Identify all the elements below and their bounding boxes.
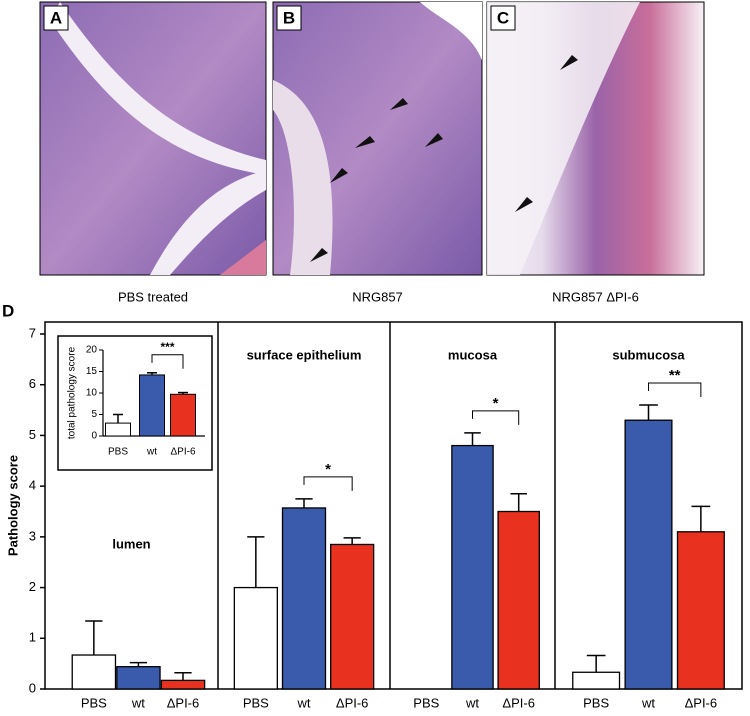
x-tick-label: wt: [297, 695, 311, 710]
panel-label-box: [43, 5, 69, 31]
bar: [139, 374, 165, 437]
bar: [170, 393, 196, 437]
bar: [572, 671, 621, 690]
y-tick-label: 3: [29, 528, 36, 543]
significance-bracket: [648, 382, 702, 397]
x-tick-label: wt: [641, 695, 655, 710]
x-tick-label: PBS: [583, 695, 609, 710]
y-tick-label: 5: [29, 427, 36, 442]
x-tick-label: PBS: [413, 695, 439, 710]
y-tick-label: 2: [29, 579, 36, 594]
y-tick-label: 4: [29, 478, 36, 493]
x-tick-label: ΔPI-6: [685, 695, 718, 710]
bar: [233, 586, 278, 690]
bar: [676, 531, 725, 690]
x-tick-label: wt: [465, 695, 479, 710]
y-tick-label: 0: [29, 680, 36, 695]
x-tick-label: PBS: [81, 695, 107, 710]
bar: [624, 419, 673, 690]
image-c: [486, 1, 705, 276]
y-axis-label: Pathology score: [5, 455, 20, 556]
x-tick-label: ΔPI-6: [167, 695, 200, 710]
x-tick-label: ΔPI-6: [502, 695, 535, 710]
caption: NRG857: [352, 289, 403, 304]
y-tick-label: 7: [29, 325, 36, 340]
y-tick-label: 20: [86, 345, 98, 356]
y-tick-label: 0: [91, 431, 97, 442]
panel-label: C: [497, 8, 509, 27]
panel-label: D: [2, 301, 14, 320]
x-tick-label: ΔPI-6: [170, 447, 195, 458]
panel-label: A: [50, 8, 62, 27]
bar: [497, 510, 540, 690]
y-tick-label: 6: [29, 376, 36, 391]
caption: PBS treated: [118, 289, 188, 304]
bar: [105, 422, 131, 437]
image-b: [272, 1, 483, 276]
panel-title: mucosa: [448, 347, 498, 362]
significance: *: [493, 395, 499, 412]
panel-title: lumen: [112, 536, 150, 551]
significance: **: [669, 367, 681, 384]
bar: [71, 654, 117, 690]
x-tick-label: wt: [131, 695, 145, 710]
x-tick-label: ΔPI-6: [336, 695, 369, 710]
x-tick-label: PBS: [243, 695, 269, 710]
significance-bracket: [472, 410, 520, 425]
y-tick-label: 10: [86, 388, 98, 399]
panel-title: surface epithelium: [247, 347, 362, 362]
significance-bracket: [151, 354, 184, 369]
panel-label-box: [490, 5, 516, 31]
significance: *: [325, 461, 331, 478]
x-tick-label: PBS: [108, 447, 128, 458]
plot-frame: [44, 321, 743, 690]
significance: ***: [160, 340, 174, 354]
x-tick-label: wt: [146, 447, 157, 458]
y-tick-label: 15: [86, 366, 98, 377]
bar: [330, 543, 375, 690]
significance-bracket: [303, 476, 353, 491]
bar: [451, 444, 494, 690]
panel-title: submucosa: [612, 347, 685, 362]
bar: [281, 507, 327, 690]
panel-label-box: [276, 5, 302, 31]
bar: [160, 679, 206, 690]
image-a: [39, 1, 267, 276]
bar: [116, 666, 161, 690]
panel-label: B: [283, 8, 295, 27]
y-axis-label: total pathology score: [67, 346, 78, 439]
caption: NRG857 ΔPI-6: [552, 289, 639, 304]
y-tick-label: 1: [29, 630, 36, 645]
y-tick-label: 5: [91, 409, 97, 420]
